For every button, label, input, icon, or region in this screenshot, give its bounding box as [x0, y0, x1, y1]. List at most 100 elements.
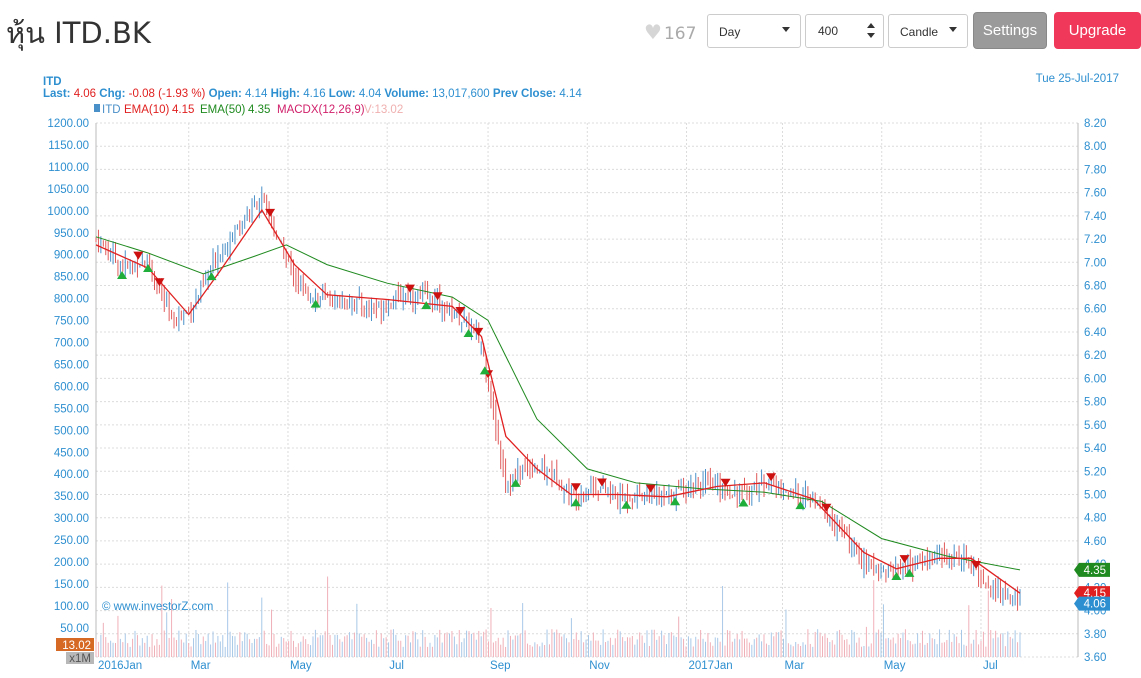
bar-count-input[interactable]: 400 — [805, 14, 884, 48]
buy-marker — [479, 366, 490, 375]
right-tick-label: 8.00 — [1084, 141, 1106, 153]
x-tick-label: 2017Jan — [689, 660, 733, 672]
sell-marker — [455, 307, 466, 316]
right-tick-label: 7.40 — [1084, 211, 1106, 223]
right-tick-label: 3.60 — [1084, 652, 1106, 664]
right-tick-label: 7.80 — [1084, 164, 1106, 176]
right-tick-label: 6.00 — [1084, 373, 1106, 385]
left-tick-label: 350.00 — [54, 491, 89, 503]
value-badge-text: 4.06 — [1084, 599, 1106, 611]
right-tick-label: 3.80 — [1084, 629, 1106, 641]
right-tick-label: 4.80 — [1084, 513, 1106, 525]
sell-marker — [133, 251, 144, 260]
volume-value: 13,017,600 — [432, 88, 490, 100]
legend-swatch-price — [94, 104, 100, 112]
left-tick-label: 100.00 — [54, 601, 89, 613]
chg-label: Chg: — [99, 88, 125, 100]
buy-marker — [904, 568, 915, 577]
last-value: 4.06 — [74, 88, 96, 100]
high-label: High: — [271, 88, 300, 100]
chg-value: -0.08 (-1.93 %) — [129, 88, 206, 100]
buy-marker — [738, 498, 749, 507]
sell-marker — [720, 478, 731, 487]
right-tick-label: 5.00 — [1084, 489, 1106, 501]
price-chart[interactable]: ITD Tue 25-Jul-2017 Last: 4.06 Chg: -0.0… — [0, 62, 1141, 678]
right-tick-label: 7.20 — [1084, 234, 1106, 246]
left-tick-label: 800.00 — [54, 294, 89, 306]
buy-marker — [310, 299, 321, 308]
left-tick-label: 150.00 — [54, 579, 89, 591]
sell-marker — [570, 483, 581, 492]
x-tick-label: Jul — [389, 660, 404, 672]
heart-icon[interactable]: ♥ — [644, 20, 662, 44]
left-volume-badge-text: 13.02 — [62, 640, 91, 652]
left-tick-label: 850.00 — [54, 272, 89, 284]
value-badge — [1074, 596, 1110, 611]
chevron-down-icon — [949, 27, 957, 32]
left-tick-label: 200.00 — [54, 557, 89, 569]
left-tick-label: 750.00 — [54, 316, 89, 328]
low-value: 4.04 — [359, 88, 382, 100]
left-tick-label: 600.00 — [54, 381, 89, 393]
spin-up-icon[interactable] — [867, 23, 875, 28]
right-tick-label: 8.20 — [1084, 118, 1106, 130]
buy-marker — [621, 500, 632, 509]
left-volume-badge: 13.02 x1M — [56, 638, 94, 665]
legend-volume: V:13.02 — [364, 104, 403, 116]
left-tick-label: 1050.00 — [47, 184, 89, 196]
page-title: หุ้น ITD.BK — [6, 16, 151, 50]
legend-price: ITD — [102, 104, 121, 116]
x-tick-label: Mar — [191, 660, 211, 672]
period-select[interactable]: Day — [707, 14, 801, 48]
x-tick-label: Mar — [784, 660, 804, 672]
right-tick-label: 5.60 — [1084, 420, 1106, 432]
right-tick-label: 6.80 — [1084, 281, 1106, 293]
left-tick-label: 1200.00 — [47, 118, 89, 130]
x-tick-label: Jul — [983, 660, 998, 672]
chart-symbol: ITD — [43, 76, 62, 88]
sell-marker — [432, 292, 443, 301]
x-tick-label: May — [290, 660, 312, 672]
x-tick-label: May — [884, 660, 906, 672]
buy-marker — [510, 478, 521, 487]
left-tick-label: 450.00 — [54, 447, 89, 459]
left-unit-badge-text: x1M — [69, 653, 91, 665]
like-counter[interactable]: ♥ 167 — [644, 20, 696, 44]
x-axis: 2016Jan Mar May Jul Sep Nov 2017Jan Mar May Jul — [98, 660, 998, 672]
right-value-badges: 4.354.154.06 — [1074, 562, 1110, 611]
buy-marker — [463, 328, 474, 337]
buy-marker — [421, 301, 432, 310]
ema50-line — [95, 236, 1021, 571]
spin-down-icon[interactable] — [867, 33, 875, 38]
buy-marker — [206, 272, 217, 281]
right-tick-label: 7.60 — [1084, 188, 1106, 200]
chevron-down-icon — [782, 27, 790, 32]
like-count: 167 — [663, 24, 697, 44]
value-badge — [1074, 562, 1110, 577]
buy-marker — [670, 497, 681, 506]
left-tick-label: 950.00 — [54, 228, 89, 240]
buy-marker — [570, 498, 581, 507]
sell-marker — [821, 503, 832, 512]
quote-info-line: Last: 4.06 Chg: -0.08 (-1.93 %) Open: 4.… — [43, 88, 582, 100]
left-tick-label: 550.00 — [54, 403, 89, 415]
sell-marker — [154, 278, 165, 287]
sell-marker — [473, 327, 484, 336]
upgrade-button[interactable]: Upgrade — [1054, 12, 1141, 49]
left-tick-label: 500.00 — [54, 425, 89, 437]
left-axis: 1200.00 1150.00 1100.00 1050.00 1000.00 950.0… — [47, 118, 89, 635]
left-tick-label: 50.00 — [60, 623, 89, 635]
right-tick-label: 5.40 — [1084, 443, 1106, 455]
last-label: Last: — [43, 88, 70, 100]
left-tick-label: 1000.00 — [47, 206, 89, 218]
right-tick-label: 6.20 — [1084, 350, 1106, 362]
x-tick-label: 2016Jan — [98, 660, 142, 672]
chart-type-select[interactable]: Candle — [888, 14, 968, 48]
watermark: © www.investorZ.com — [102, 601, 213, 613]
right-axis: 8.20 8.00 7.80 7.60 7.40 7.20 7.00 6.80 6.60 6.40… — [1084, 118, 1106, 664]
signal-markers — [117, 208, 982, 580]
sell-marker — [971, 561, 982, 570]
settings-button[interactable]: Settings — [973, 12, 1047, 49]
buy-marker — [795, 501, 806, 510]
chart-type-value: Candle — [900, 25, 939, 39]
